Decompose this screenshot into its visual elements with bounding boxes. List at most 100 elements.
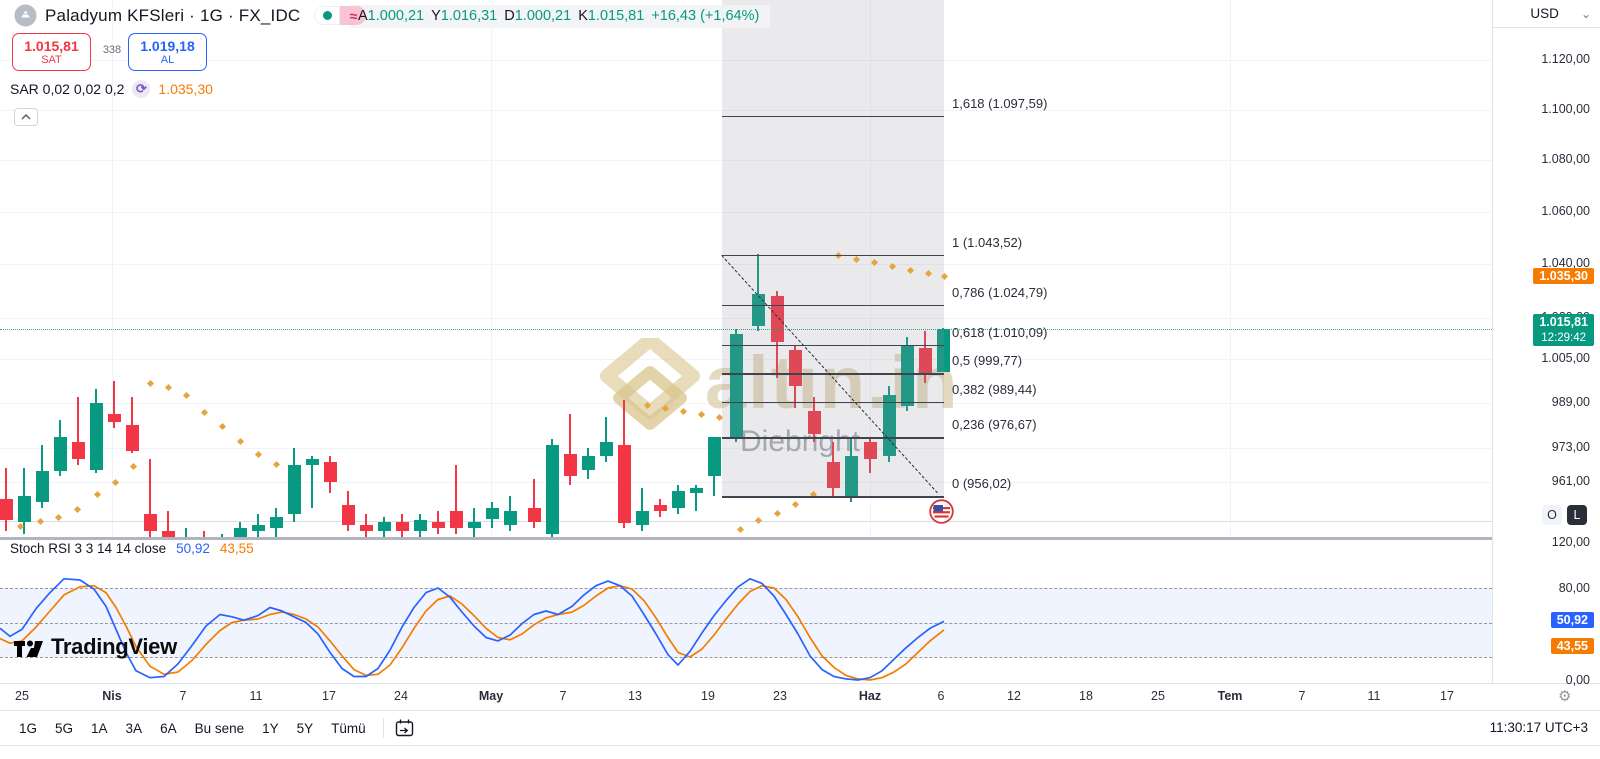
candle[interactable]	[251, 525, 265, 532]
candle[interactable]	[900, 344, 914, 406]
candle[interactable]	[53, 436, 67, 471]
candle[interactable]	[826, 462, 840, 488]
candle[interactable]	[599, 442, 613, 457]
scale-o-button[interactable]: O	[1542, 505, 1562, 525]
candle[interactable]	[918, 347, 932, 376]
candle[interactable]	[35, 470, 49, 503]
refresh-icon[interactable]: ⟳	[132, 80, 151, 98]
buy-button[interactable]: 1.019,18 AL	[128, 33, 207, 71]
calendar-range-button[interactable]	[394, 718, 415, 739]
candle[interactable]	[527, 507, 541, 523]
time-tick: 19	[701, 689, 715, 703]
sar-dot	[182, 392, 190, 400]
symbol-title[interactable]: Paladyum KFSleri · 1G · FX_IDC	[45, 5, 301, 25]
scale-l-button[interactable]: L	[1567, 505, 1587, 525]
candle[interactable]	[807, 411, 821, 434]
us-flag-icon[interactable]	[929, 499, 954, 529]
clock-utc[interactable]: 11:30:17 UTC+3	[1489, 720, 1588, 735]
stoch-rsi-pane[interactable]	[0, 540, 1492, 683]
fib-level-line	[722, 496, 944, 498]
chevron-up-icon	[21, 114, 31, 120]
candle[interactable]	[563, 453, 577, 477]
candle[interactable]	[770, 296, 784, 343]
price-axis[interactable]: USD ⌄ 1.120,00 1.100,00 1.080,00 1.060,00 1.…	[1492, 0, 1600, 687]
candle[interactable]	[653, 505, 667, 511]
candle[interactable]	[143, 513, 157, 532]
candle[interactable]	[449, 510, 463, 529]
candle[interactable]	[707, 436, 721, 477]
low-label: D	[504, 8, 515, 24]
candle[interactable]	[545, 445, 559, 535]
tradingview-logo-icon	[14, 640, 43, 657]
currency-selector[interactable]: USD ⌄	[1493, 0, 1600, 28]
range-button-5g[interactable]: 5G	[55, 720, 74, 736]
collapse-legend-button[interactable]	[14, 108, 38, 126]
candle[interactable]	[431, 522, 445, 529]
range-button-5y[interactable]: 5Y	[296, 720, 314, 736]
candle[interactable]	[413, 519, 427, 532]
candle[interactable]	[161, 531, 175, 537]
watermark-logo-icon	[600, 338, 700, 430]
fib-retracement-zone[interactable]	[722, 0, 944, 497]
candle[interactable]	[125, 425, 139, 451]
candle[interactable]	[107, 414, 121, 423]
candle[interactable]	[863, 442, 877, 460]
candle[interactable]	[503, 510, 517, 526]
candle[interactable]	[844, 456, 858, 497]
gridline	[0, 358, 1492, 360]
candle[interactable]	[341, 505, 355, 526]
range-button-1y[interactable]: 1Y	[262, 720, 279, 736]
candle[interactable]	[269, 516, 283, 529]
candle[interactable]	[287, 464, 301, 514]
candle[interactable]	[305, 459, 319, 465]
candle[interactable]	[671, 490, 685, 508]
range-button-tümü[interactable]: Tümü	[331, 720, 366, 736]
candle[interactable]	[936, 329, 950, 372]
candle[interactable]	[377, 522, 391, 532]
candle[interactable]	[729, 334, 743, 437]
price-axis-label: 1.005,00	[1541, 350, 1590, 365]
candle[interactable]	[751, 293, 765, 326]
candle[interactable]	[882, 394, 896, 457]
gridline	[0, 447, 1492, 449]
range-button-1a[interactable]: 1A	[91, 720, 108, 736]
candle[interactable]	[689, 487, 703, 494]
candle[interactable]	[17, 496, 31, 523]
candle[interactable]	[635, 510, 649, 526]
candle[interactable]	[788, 350, 802, 387]
fib-level-label: 0 (956,02)	[952, 476, 1012, 492]
candle[interactable]	[71, 442, 85, 460]
candle[interactable]	[233, 528, 247, 537]
range-button-1g[interactable]: 1G	[19, 720, 38, 736]
candle[interactable]	[359, 525, 373, 532]
sell-button[interactable]: 1.015,81 SAT	[12, 33, 91, 71]
symbol-header[interactable]: Paladyum KFSleri · 1G · FX_IDC ≈	[14, 4, 367, 27]
candle[interactable]	[89, 402, 103, 471]
sar-indicator-legend[interactable]: SAR 0,02 0,02 0,2 ⟳ 1.035,30	[10, 80, 213, 98]
candle-wick	[167, 510, 169, 537]
candle[interactable]	[395, 522, 409, 532]
candle[interactable]	[617, 445, 631, 523]
toolbar-separator	[382, 718, 384, 738]
sar-dot	[754, 517, 762, 525]
range-button-6a[interactable]: 6A	[160, 720, 177, 736]
price-chart-pane[interactable]: altın.in Diebright 1,618 (1.097,59) 1 (1.…	[0, 0, 1492, 537]
pane-divider[interactable]	[0, 537, 1600, 540]
sar-dot	[643, 402, 651, 410]
time-axis[interactable]: 25 Nis 7 11 17 24 May 7 13 19 23 Haz 6 12 18 25 Tem 7 11 17…	[0, 683, 1600, 710]
range-button-bu-sene[interactable]: Bu sene	[194, 720, 245, 736]
candle[interactable]	[0, 499, 13, 520]
last-price-text: 1.015,81	[1539, 315, 1588, 330]
candle[interactable]	[485, 507, 499, 520]
candle[interactable]	[323, 462, 337, 482]
tradingview-logo[interactable]: TradingView	[14, 634, 177, 660]
market-status[interactable]: ≈	[314, 6, 367, 25]
sar-dot	[146, 379, 154, 387]
candle[interactable]	[467, 522, 481, 529]
range-button-3a[interactable]: 3A	[125, 720, 143, 736]
gear-icon[interactable]: ⚙	[1558, 688, 1572, 705]
stoch-indicator-legend[interactable]: Stoch RSI 3 3 14 14 close 50,92 43,55	[10, 541, 254, 556]
sar-dot	[73, 506, 81, 514]
candle[interactable]	[581, 456, 595, 471]
watermark-subtitle: Diebright	[740, 425, 861, 458]
